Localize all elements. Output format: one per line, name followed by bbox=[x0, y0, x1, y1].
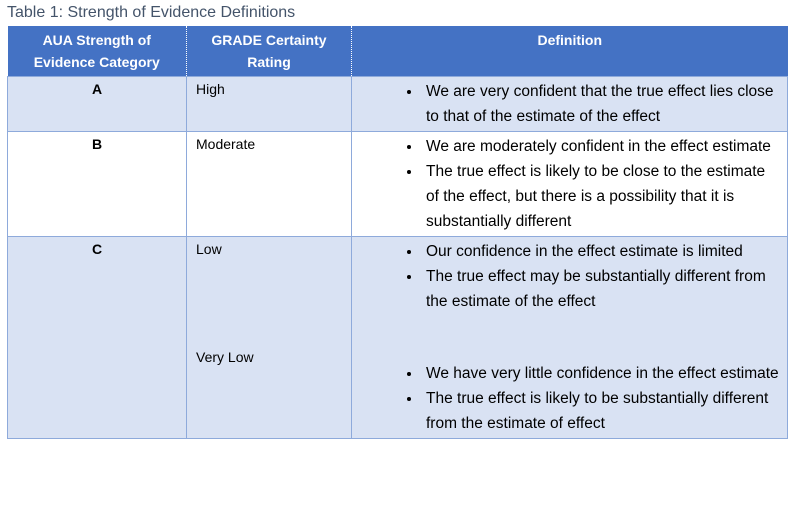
column-header: Definition bbox=[351, 26, 788, 77]
definition-cell: We are very confident that the true effe… bbox=[351, 76, 788, 132]
table-row: B Moderate We are moderately confident in … bbox=[7, 131, 788, 237]
definition-cell: We are moderately confident in the effec… bbox=[351, 131, 788, 237]
rating: High bbox=[196, 81, 225, 97]
bullet-list: We are very confident that the true effe… bbox=[360, 79, 779, 129]
bullet-item: The true effect is likely to be close to… bbox=[422, 159, 779, 234]
rating-cell: Low Very Low bbox=[186, 236, 352, 439]
column-header: AUA Strength of Evidence Category bbox=[7, 26, 187, 77]
table-row: A High We are very confident that the true… bbox=[7, 76, 788, 132]
table-caption: Table 1: Strength of Evidence Definition… bbox=[7, 4, 296, 21]
bullet-item: The true effect is likely to be substant… bbox=[422, 386, 779, 436]
rating: Moderate bbox=[196, 136, 256, 152]
definition-group: We have very little confidence in the ef… bbox=[360, 361, 779, 436]
rating-cell: High bbox=[186, 76, 352, 132]
bullet-item: We are very confident that the true effe… bbox=[422, 79, 779, 129]
column-header: GRADE Certainty Rating bbox=[186, 26, 352, 77]
category-cell: C bbox=[7, 236, 187, 439]
bullet-list: We are moderately confident in the effec… bbox=[360, 134, 779, 234]
bullet-item: We have very little confidence in the ef… bbox=[422, 361, 779, 386]
definition-group: We are very confident that the true effe… bbox=[360, 79, 779, 129]
definition-group: Our confidence in the effect estimate is… bbox=[360, 239, 779, 361]
bullet-item: Our confidence in the effect estimate is… bbox=[422, 239, 779, 264]
category-cell: B bbox=[7, 131, 187, 237]
bullet-item: We are moderately confident in the effec… bbox=[422, 134, 779, 159]
bullet-list: We have very little confidence in the ef… bbox=[360, 361, 779, 436]
rating: Very Low bbox=[196, 349, 254, 365]
definition-cell: Our confidence in the effect estimate is… bbox=[351, 236, 788, 439]
rating: Low bbox=[196, 241, 222, 257]
rating-cell: Moderate bbox=[186, 131, 352, 237]
category-cell: A bbox=[7, 76, 187, 132]
table-row: C Low Very Low Our confidence in the effect… bbox=[7, 236, 788, 439]
header-row: AUA Strength of Evidence Category GRADE C… bbox=[7, 26, 788, 77]
evidence-table: AUA Strength of Evidence Category GRADE C… bbox=[7, 26, 788, 439]
definition-group: We are moderately confident in the effec… bbox=[360, 134, 779, 234]
bullet-list: Our confidence in the effect estimate is… bbox=[360, 239, 779, 314]
bullet-item: The true effect may be substantially dif… bbox=[422, 264, 779, 314]
